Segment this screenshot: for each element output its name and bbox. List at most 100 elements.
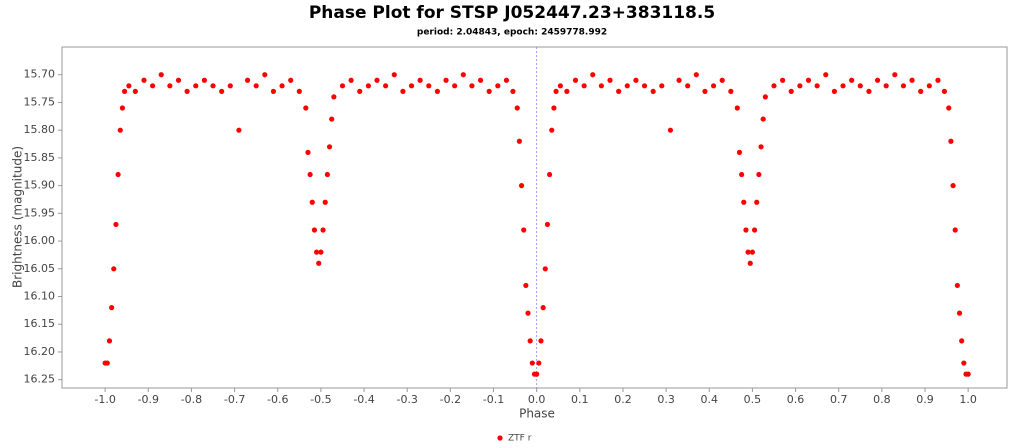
- data-point: [719, 77, 725, 83]
- data-point: [564, 88, 570, 94]
- data-point: [311, 227, 318, 233]
- x-tick-label: 0.4: [701, 393, 719, 406]
- data-point: [557, 83, 563, 89]
- data-point: [926, 83, 932, 89]
- data-point: [954, 282, 960, 289]
- plot-area: [61, 46, 1008, 389]
- data-point: [117, 127, 123, 133]
- data-point: [357, 88, 363, 94]
- data-point: [788, 88, 794, 94]
- data-point: [288, 77, 294, 83]
- data-point: [253, 83, 259, 89]
- data-point: [549, 127, 555, 133]
- y-tick-label: 15.80: [24, 123, 56, 136]
- data-point: [823, 72, 829, 78]
- x-tick-label: -0.6: [267, 393, 288, 406]
- data-point: [756, 171, 762, 178]
- data-point: [551, 105, 557, 111]
- y-tick-label: 15.70: [24, 68, 56, 81]
- x-tick-label: -0.7: [224, 393, 245, 406]
- data-point: [754, 199, 760, 205]
- data-point: [616, 88, 622, 94]
- data-point: [641, 83, 648, 89]
- data-point: [542, 266, 548, 272]
- data-point: [521, 227, 527, 233]
- data-point: [762, 94, 768, 100]
- data-point: [111, 266, 117, 272]
- y-tick-label: 16.05: [24, 262, 56, 275]
- data-point: [598, 83, 604, 89]
- data-point: [400, 88, 406, 94]
- data-point: [874, 77, 881, 83]
- data-point: [728, 88, 734, 94]
- data-point: [201, 77, 207, 83]
- data-point: [624, 83, 630, 89]
- data-point: [538, 338, 544, 344]
- data-point: [892, 72, 898, 78]
- data-point: [941, 88, 948, 94]
- data-point: [518, 183, 525, 189]
- y-tick-label: 15.85: [24, 151, 56, 164]
- data-point: [676, 77, 682, 83]
- data-point: [849, 77, 855, 83]
- data-point: [303, 105, 309, 111]
- data-point: [685, 83, 691, 89]
- y-tick-label: 16.10: [24, 290, 56, 303]
- data-point: [918, 88, 924, 94]
- y-tick-label: 16.20: [24, 345, 56, 358]
- data-point: [324, 171, 330, 178]
- data-point: [900, 83, 907, 89]
- data-point: [279, 83, 285, 89]
- data-point: [150, 83, 156, 89]
- data-point: [514, 105, 520, 111]
- data-point: [469, 83, 475, 89]
- data-point: [525, 310, 531, 316]
- data-point: [503, 77, 510, 83]
- x-tick-label: 1.0: [959, 393, 977, 406]
- data-point: [866, 88, 872, 94]
- x-tick-label: 0.3: [657, 393, 675, 406]
- data-point: [316, 260, 322, 266]
- data-point: [119, 105, 126, 111]
- data-point: [659, 83, 665, 89]
- data-point: [633, 77, 639, 83]
- data-point: [693, 72, 699, 78]
- data-point: [322, 199, 328, 205]
- data-point: [477, 77, 484, 83]
- x-axis-label: Phase: [519, 407, 555, 421]
- data-point: [339, 83, 346, 89]
- y-tick-label: 15.75: [24, 95, 56, 108]
- data-point: [383, 83, 389, 89]
- data-point: [956, 310, 963, 316]
- data-point: [739, 171, 745, 178]
- data-point: [408, 83, 415, 89]
- x-tick-label: -0.1: [483, 393, 504, 406]
- data-point: [167, 83, 173, 89]
- data-point: [780, 77, 786, 83]
- data-point: [749, 249, 756, 255]
- data-point: [751, 227, 758, 233]
- data-point: [909, 77, 915, 83]
- x-tick-label: 0.8: [873, 393, 891, 406]
- chart-subtitle: period: 2.04843, epoch: 2459778.992: [417, 28, 607, 38]
- data-point: [771, 83, 777, 89]
- data-point: [553, 88, 559, 94]
- x-tick-label: -0.9: [138, 393, 159, 406]
- x-tick-label: -0.3: [396, 393, 417, 406]
- data-point: [262, 72, 268, 78]
- data-point: [132, 88, 138, 94]
- y-tick-label: 16.00: [24, 234, 56, 247]
- data-point: [534, 371, 540, 377]
- data-point: [581, 83, 587, 89]
- y-tick-label: 16.15: [24, 317, 56, 330]
- data-point: [857, 83, 863, 89]
- data-point: [734, 105, 740, 111]
- data-point: [948, 138, 954, 144]
- data-point: [210, 83, 216, 89]
- data-point: [320, 227, 326, 233]
- data-point: [460, 72, 466, 78]
- data-point: [236, 127, 242, 133]
- x-tick-label: -1.0: [94, 393, 115, 406]
- chart-title: Phase Plot for STSP J052447.23+383118.5: [309, 3, 715, 23]
